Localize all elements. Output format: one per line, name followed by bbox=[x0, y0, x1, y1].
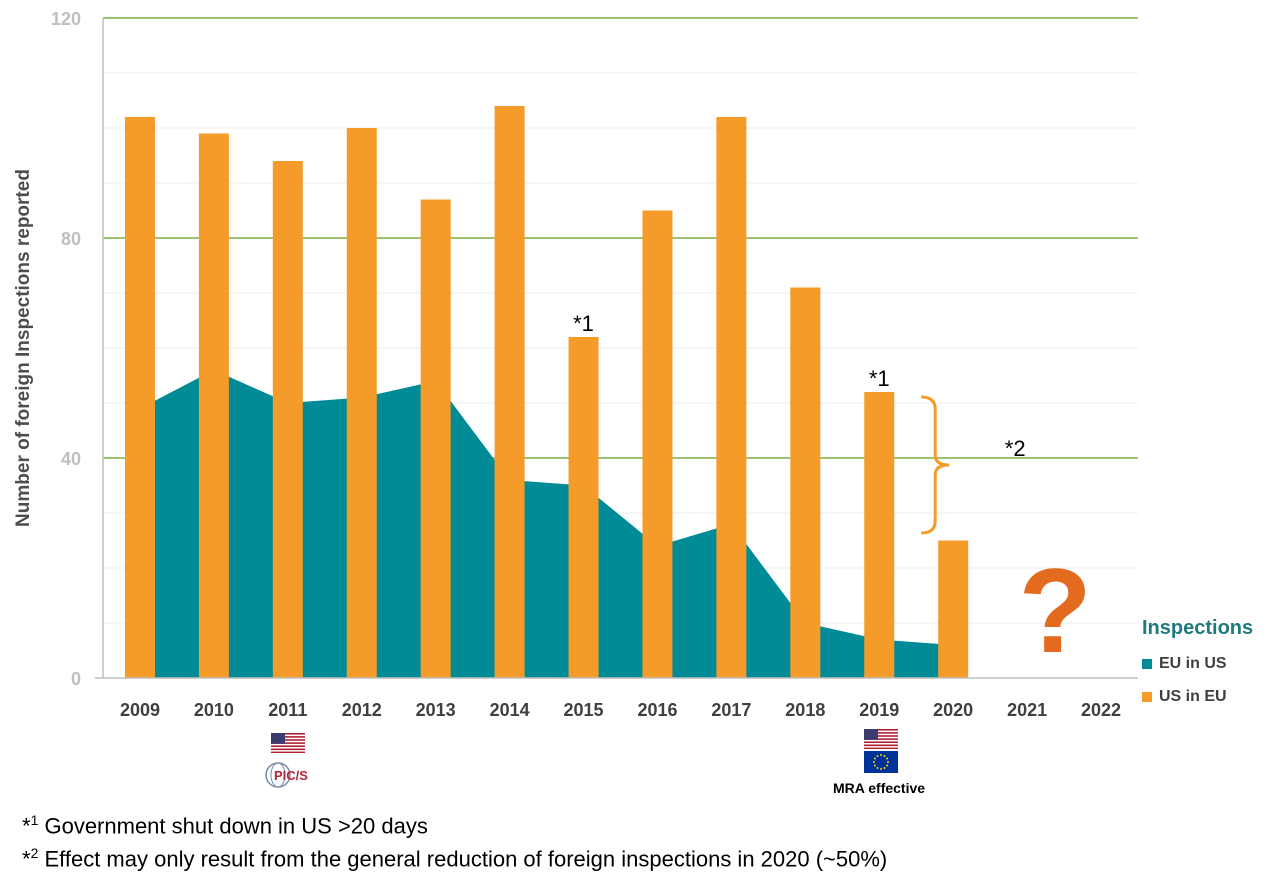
x-tick-2009: 2009 bbox=[120, 700, 160, 720]
y-tick-40: 40 bbox=[61, 449, 81, 469]
x-tick-2019: 2019 bbox=[859, 700, 899, 720]
footnote-1-text: Government shut down in US >20 days bbox=[38, 813, 428, 839]
annotation-star-1-2019: *1 bbox=[869, 366, 890, 391]
legend-title: Inspections bbox=[1142, 617, 1254, 639]
eu-flag-icon bbox=[864, 751, 898, 773]
eu-star bbox=[873, 757, 876, 760]
us-in-eu-bar-2019 bbox=[864, 392, 895, 678]
eu-star bbox=[876, 767, 879, 770]
eu-star bbox=[886, 757, 889, 760]
y-tick-80: 80 bbox=[61, 229, 81, 249]
x-tick-2014: 2014 bbox=[490, 700, 530, 720]
y-tick-labels: 0 40 80 120 bbox=[51, 9, 81, 689]
us-in-eu-bar-2011 bbox=[272, 161, 303, 678]
us-in-eu-bar-2016 bbox=[642, 210, 673, 678]
eu-in-us-area-shape bbox=[125, 370, 954, 678]
axes bbox=[95, 18, 1138, 679]
us-flag-icon bbox=[864, 729, 898, 749]
x-tick-2020: 2020 bbox=[933, 700, 973, 720]
x-tick-2021: 2021 bbox=[1007, 700, 1047, 720]
x-tick-2011: 2011 bbox=[268, 700, 307, 720]
eu-star bbox=[876, 754, 879, 757]
annotation-star-2: *2 bbox=[1005, 436, 1026, 461]
x-tick-labels: 2009 2010 2011 2012 2013 2014 2015 2016 2017 2018… bbox=[120, 700, 1121, 720]
eu-star bbox=[873, 764, 876, 767]
eu-star bbox=[887, 761, 889, 763]
annotations: *1 *1 *2? bbox=[573, 311, 1092, 678]
eu-star bbox=[883, 767, 886, 770]
legend-item-eu-in-us: EU in US bbox=[1142, 655, 1227, 673]
eu-star bbox=[883, 754, 886, 757]
us-in-eu-bar-2015 bbox=[568, 337, 599, 678]
footnote-1-sup: 1 bbox=[30, 812, 39, 828]
footnote-1-mark: * bbox=[22, 813, 31, 839]
x-tick-2013: 2013 bbox=[416, 700, 456, 720]
x-tick-2012: 2012 bbox=[342, 700, 382, 720]
legend-label-eu-in-us: EU in US bbox=[1159, 655, 1227, 672]
us-in-eu-bar-2018 bbox=[790, 287, 821, 678]
us-in-eu-bar-2020 bbox=[938, 540, 969, 678]
us-in-eu-bar-2017 bbox=[716, 117, 747, 678]
legend-item-us-in-eu: US in EU bbox=[1142, 688, 1227, 706]
us-flag-icon bbox=[271, 733, 305, 753]
footnote-1: *1 Government shut down in US >20 days bbox=[22, 812, 428, 839]
annotation-star-1-2015: *1 bbox=[573, 311, 594, 336]
us-in-eu-bar-2014 bbox=[494, 106, 525, 678]
y-axis-label: Number of foreign Inspections reported bbox=[13, 169, 34, 527]
us-in-eu-bar-2009 bbox=[124, 117, 155, 678]
mra-effective-label: MRA effective bbox=[833, 780, 926, 796]
eu-in-us-area bbox=[125, 369, 954, 678]
eu-star bbox=[886, 764, 889, 767]
us-in-eu-bar-2010 bbox=[198, 133, 229, 678]
pics-logo-icon: PIC/S bbox=[265, 762, 308, 788]
y-tick-0: 0 bbox=[71, 669, 81, 689]
us-in-eu-bars bbox=[124, 106, 969, 678]
x-tick-2017: 2017 bbox=[711, 700, 751, 720]
eu-star bbox=[880, 768, 882, 770]
us-in-eu-bar-2012 bbox=[346, 128, 377, 678]
us-in-eu-bar-2013 bbox=[420, 199, 451, 678]
x-tick-2022: 2022 bbox=[1081, 700, 1121, 720]
eu-star bbox=[873, 761, 875, 763]
footnote-2: *2 Effect may only result from the gener… bbox=[22, 845, 887, 872]
x-tick-2010: 2010 bbox=[194, 700, 234, 720]
footnote-2-text: Effect may only result from the general … bbox=[38, 846, 888, 872]
eu-star bbox=[880, 754, 882, 756]
footnote-2-mark: * bbox=[22, 846, 31, 872]
x-tick-2015: 2015 bbox=[564, 700, 604, 720]
legend-swatch-us-in-eu bbox=[1142, 692, 1152, 702]
question-mark-annotation: ? bbox=[1018, 544, 1091, 678]
footnote-2-sup: 2 bbox=[30, 845, 39, 861]
y-tick-120: 120 bbox=[51, 9, 81, 29]
pics-logo-text: PIC/S bbox=[274, 768, 308, 783]
x-tick-2016: 2016 bbox=[637, 700, 677, 720]
legend-swatch-eu-in-us bbox=[1142, 659, 1152, 669]
x-tick-2018: 2018 bbox=[785, 700, 825, 720]
legend-label-us-in-eu: US in EU bbox=[1159, 688, 1227, 705]
